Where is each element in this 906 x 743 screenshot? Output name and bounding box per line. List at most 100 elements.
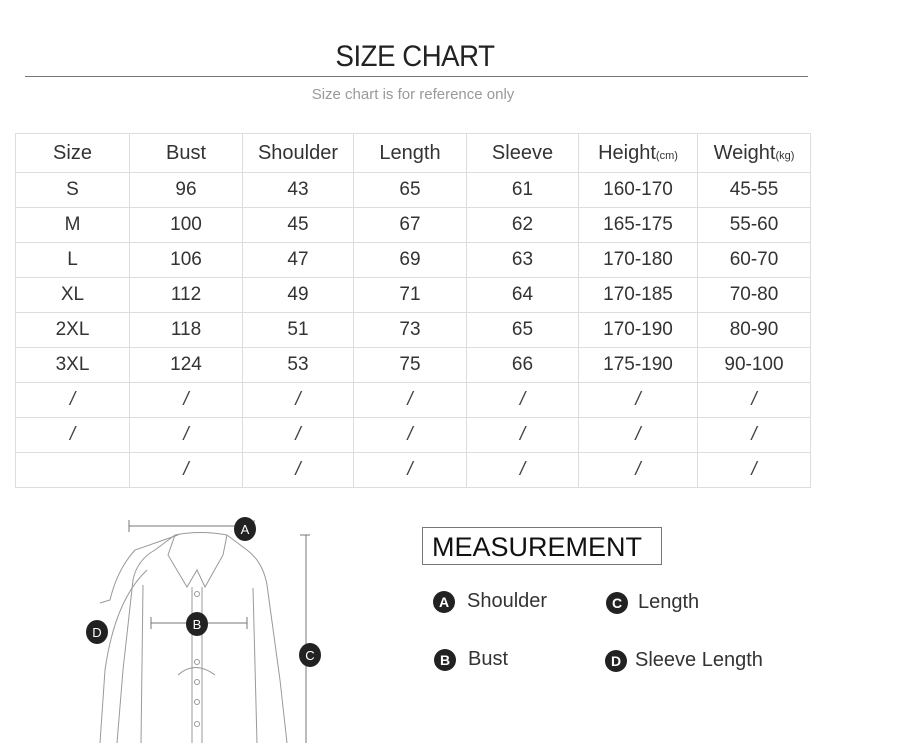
table-cell: 65 xyxy=(353,172,467,208)
table-cell: 67 xyxy=(353,207,467,243)
table-cell: / xyxy=(578,452,698,488)
table-cell: / xyxy=(242,382,354,418)
table-row: / / / / / / / xyxy=(15,417,811,453)
table-cell: / xyxy=(129,452,243,488)
legend-item-shoulder: A Shoulder xyxy=(433,590,547,613)
table-cell: / xyxy=(129,417,243,453)
table-row: 3XL 124 53 75 66 175-190 90-100 xyxy=(15,347,811,383)
page-subtitle: Size chart is for reference only xyxy=(311,86,515,103)
table-cell: 62 xyxy=(466,207,579,243)
legend-item-length: C Length xyxy=(606,591,699,614)
diagram-badge-b: B xyxy=(186,612,208,636)
measurement-title: MEASUREMENT xyxy=(422,527,662,565)
column-label: Height xyxy=(598,141,656,164)
table-cell: 71 xyxy=(353,277,467,313)
table-cell: 112 xyxy=(129,277,243,313)
table-cell: / xyxy=(15,417,130,453)
table-cell: 45-55 xyxy=(697,172,811,208)
column-label: Sleeve xyxy=(491,141,554,164)
table-cell: M xyxy=(15,207,130,243)
table-cell: 170-180 xyxy=(578,242,698,278)
table-cell: / xyxy=(697,452,811,488)
table-cell: L xyxy=(15,242,130,278)
badge-b-icon: B xyxy=(434,648,456,671)
table-row: M 100 45 67 62 165-175 55-60 xyxy=(15,207,811,243)
diagram-badge-d: D xyxy=(86,620,108,644)
svg-text:B: B xyxy=(193,617,202,632)
table-cell: / xyxy=(242,452,354,488)
table-cell: S xyxy=(15,172,130,208)
diagram-badge-a: A xyxy=(234,517,256,541)
table-cell: 118 xyxy=(129,312,243,348)
table-row: / / / / / / / xyxy=(15,382,811,418)
table-cell: 45 xyxy=(242,207,354,243)
shirt-buttons xyxy=(194,591,200,727)
table-cell: / xyxy=(578,417,698,453)
table-cell: 96 xyxy=(129,172,243,208)
table-cell: 64 xyxy=(466,277,579,313)
column-unit: (kg) xyxy=(775,149,795,162)
table-cell: 69 xyxy=(353,242,467,278)
svg-text:A: A xyxy=(241,522,250,537)
column-header: Weight(kg) xyxy=(697,133,811,173)
column-header: Length xyxy=(353,133,467,173)
column-label: Bust xyxy=(165,141,207,164)
table-cell: XL xyxy=(15,277,130,313)
table-cell: 124 xyxy=(129,347,243,383)
table-cell: 55-60 xyxy=(697,207,811,243)
shirt-diagram: A B C D xyxy=(86,517,321,743)
svg-text:C: C xyxy=(305,648,314,663)
table-cell: 73 xyxy=(353,312,467,348)
table-row: S 96 43 65 61 160-170 45-55 xyxy=(15,172,811,208)
legend-label: Bust xyxy=(468,648,509,670)
column-label: Shoulder xyxy=(257,141,339,164)
table-cell: 170-185 xyxy=(578,277,698,313)
table-row: 2XL 118 51 73 65 170-190 80-90 xyxy=(15,312,811,348)
table-cell: 49 xyxy=(242,277,354,313)
table-cell: / xyxy=(697,382,811,418)
badge-d-icon: D xyxy=(605,649,627,672)
table-cell: 2XL xyxy=(15,312,130,348)
table-cell: 80-90 xyxy=(697,312,811,348)
diagram-badge-c: C xyxy=(299,643,321,667)
table-cell: 165-175 xyxy=(578,207,698,243)
table-cell: / xyxy=(466,382,579,418)
legend-item-sleeve-length: D Sleeve Length xyxy=(605,649,763,672)
table-cell: / xyxy=(697,417,811,453)
table-cell: 66 xyxy=(466,347,579,383)
table-cell: 53 xyxy=(242,347,354,383)
column-header: Sleeve xyxy=(466,133,579,173)
table-cell: / xyxy=(578,382,698,418)
table-cell: / xyxy=(466,452,579,488)
column-header: Size xyxy=(15,133,130,173)
table-row: XL 112 49 71 64 170-185 70-80 xyxy=(15,277,811,313)
legend-label: Length xyxy=(638,591,700,613)
table-cell: 65 xyxy=(466,312,579,348)
table-cell: 47 xyxy=(242,242,354,278)
legend-item-bust: B Bust xyxy=(434,648,508,671)
legend-label: Sleeve Length xyxy=(635,649,763,671)
table-cell: 170-190 xyxy=(578,312,698,348)
column-header: Shoulder xyxy=(242,133,354,173)
page-title: SIZE CHART xyxy=(335,40,495,73)
title-divider xyxy=(25,76,808,77)
column-unit: (cm) xyxy=(655,149,678,162)
table-cell: 100 xyxy=(129,207,243,243)
table-cell: 106 xyxy=(129,242,243,278)
table-cell: / xyxy=(353,452,467,488)
badge-a-icon: A xyxy=(433,590,455,613)
column-label: Weight xyxy=(713,141,776,164)
table-cell: 160-170 xyxy=(578,172,698,208)
table-cell: 51 xyxy=(242,312,354,348)
table-cell: 3XL xyxy=(15,347,130,383)
table-cell: / xyxy=(242,417,354,453)
column-label: Length xyxy=(379,141,441,164)
table-row: / / / / / / xyxy=(15,452,811,488)
column-header: Height(cm) xyxy=(578,133,698,173)
table-cell: 70-80 xyxy=(697,277,811,313)
table-cell: 61 xyxy=(466,172,579,208)
column-label: Size xyxy=(53,141,92,164)
table-cell: 175-190 xyxy=(578,347,698,383)
table-cell: / xyxy=(15,382,130,418)
table-cell: / xyxy=(466,417,579,453)
